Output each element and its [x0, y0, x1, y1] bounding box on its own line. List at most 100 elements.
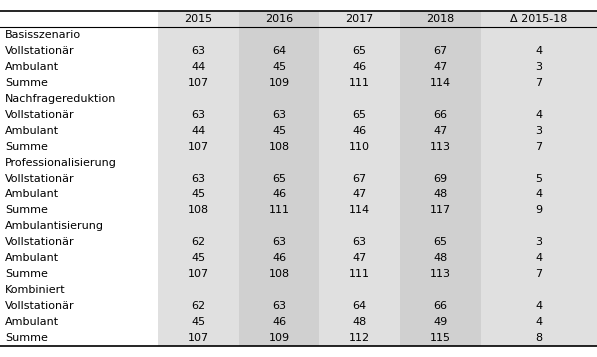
Text: 62: 62	[192, 237, 205, 247]
Text: Vollstationär: Vollstationär	[5, 110, 75, 120]
Text: 4: 4	[536, 253, 542, 263]
Text: Ambulant: Ambulant	[5, 126, 59, 136]
Bar	[239, 11, 319, 27]
Text: 45: 45	[272, 62, 286, 72]
Text: 110: 110	[349, 141, 370, 151]
Text: 65: 65	[272, 174, 286, 183]
Text: 2018: 2018	[426, 14, 454, 24]
Text: 63: 63	[192, 174, 205, 183]
Text: 47: 47	[353, 190, 367, 200]
Text: Kombiniert: Kombiniert	[5, 285, 66, 295]
Text: 63: 63	[192, 110, 205, 120]
Text: 63: 63	[353, 237, 367, 247]
Text: Δ 2015-18: Δ 2015-18	[510, 14, 568, 24]
Text: 108: 108	[269, 270, 290, 280]
Text: 62: 62	[192, 301, 205, 311]
Text: Vollstationär: Vollstationär	[5, 46, 75, 56]
Text: 69: 69	[433, 174, 447, 183]
Bar	[319, 11, 400, 27]
Text: 7: 7	[536, 77, 542, 87]
Text: 109: 109	[269, 333, 290, 343]
Text: 107: 107	[188, 77, 209, 87]
Text: 3: 3	[536, 126, 542, 136]
Bar	[158, 11, 239, 27]
Text: 114: 114	[430, 77, 451, 87]
Text: 7: 7	[536, 141, 542, 151]
Text: 49: 49	[433, 317, 447, 327]
Text: 66: 66	[433, 301, 447, 311]
Text: 45: 45	[192, 190, 205, 200]
Text: 44: 44	[192, 126, 205, 136]
Text: Ambulant: Ambulant	[5, 317, 59, 327]
Text: 65: 65	[353, 46, 367, 56]
Text: 3: 3	[536, 237, 542, 247]
Text: Summe: Summe	[5, 333, 48, 343]
Text: Summe: Summe	[5, 206, 48, 216]
Text: 44: 44	[192, 62, 205, 72]
Text: Professionalisierung: Professionalisierung	[5, 157, 116, 167]
Text: 63: 63	[272, 301, 286, 311]
Text: 47: 47	[353, 253, 367, 263]
Text: Ambulant: Ambulant	[5, 62, 59, 72]
Bar	[481, 11, 597, 27]
Text: 107: 107	[188, 141, 209, 151]
Text: Ambulantisierung: Ambulantisierung	[5, 221, 104, 231]
Bar	[481, 11, 597, 346]
Text: Vollstationär: Vollstationär	[5, 301, 75, 311]
Text: Ambulant: Ambulant	[5, 253, 59, 263]
Text: Nachfragereduktion: Nachfragereduktion	[5, 94, 116, 104]
Text: 45: 45	[192, 253, 205, 263]
Text: 111: 111	[269, 206, 290, 216]
Text: 46: 46	[272, 253, 286, 263]
Text: 2016: 2016	[265, 14, 293, 24]
Text: Summe: Summe	[5, 141, 48, 151]
Text: 45: 45	[272, 126, 286, 136]
Text: 45: 45	[192, 317, 205, 327]
Text: 4: 4	[536, 46, 542, 56]
Text: 65: 65	[353, 110, 367, 120]
Text: Summe: Summe	[5, 77, 48, 87]
Text: 63: 63	[272, 110, 286, 120]
Text: 66: 66	[433, 110, 447, 120]
Text: 48: 48	[353, 317, 367, 327]
Text: 47: 47	[433, 62, 447, 72]
Text: 4: 4	[536, 110, 542, 120]
Text: Basisszenario: Basisszenario	[5, 30, 81, 40]
Text: 109: 109	[269, 77, 290, 87]
Text: 3: 3	[536, 62, 542, 72]
Text: 107: 107	[188, 270, 209, 280]
Text: 4: 4	[536, 190, 542, 200]
Text: 107: 107	[188, 333, 209, 343]
Bar	[400, 11, 481, 27]
Text: 4: 4	[536, 301, 542, 311]
Text: 65: 65	[433, 237, 447, 247]
Text: 64: 64	[353, 301, 367, 311]
Text: 48: 48	[433, 253, 447, 263]
Text: 4: 4	[536, 317, 542, 327]
Text: 9: 9	[536, 206, 542, 216]
Bar	[400, 11, 481, 346]
Text: 113: 113	[430, 270, 451, 280]
Text: 7: 7	[536, 270, 542, 280]
Text: 64: 64	[272, 46, 286, 56]
Bar	[0, 11, 158, 27]
Text: 111: 111	[349, 77, 370, 87]
Text: 48: 48	[433, 190, 447, 200]
Text: 5: 5	[536, 174, 542, 183]
Text: 46: 46	[353, 62, 367, 72]
Text: 108: 108	[188, 206, 209, 216]
Bar	[319, 11, 400, 346]
Bar	[239, 11, 319, 346]
Text: 46: 46	[353, 126, 367, 136]
Text: 117: 117	[430, 206, 451, 216]
Text: 111: 111	[349, 270, 370, 280]
Bar	[158, 11, 239, 346]
Text: Summe: Summe	[5, 270, 48, 280]
Text: Ambulant: Ambulant	[5, 190, 59, 200]
Text: 115: 115	[430, 333, 451, 343]
Text: 108: 108	[269, 141, 290, 151]
Text: 8: 8	[536, 333, 542, 343]
Text: 46: 46	[272, 190, 286, 200]
Text: 67: 67	[433, 46, 447, 56]
Text: 47: 47	[433, 126, 447, 136]
